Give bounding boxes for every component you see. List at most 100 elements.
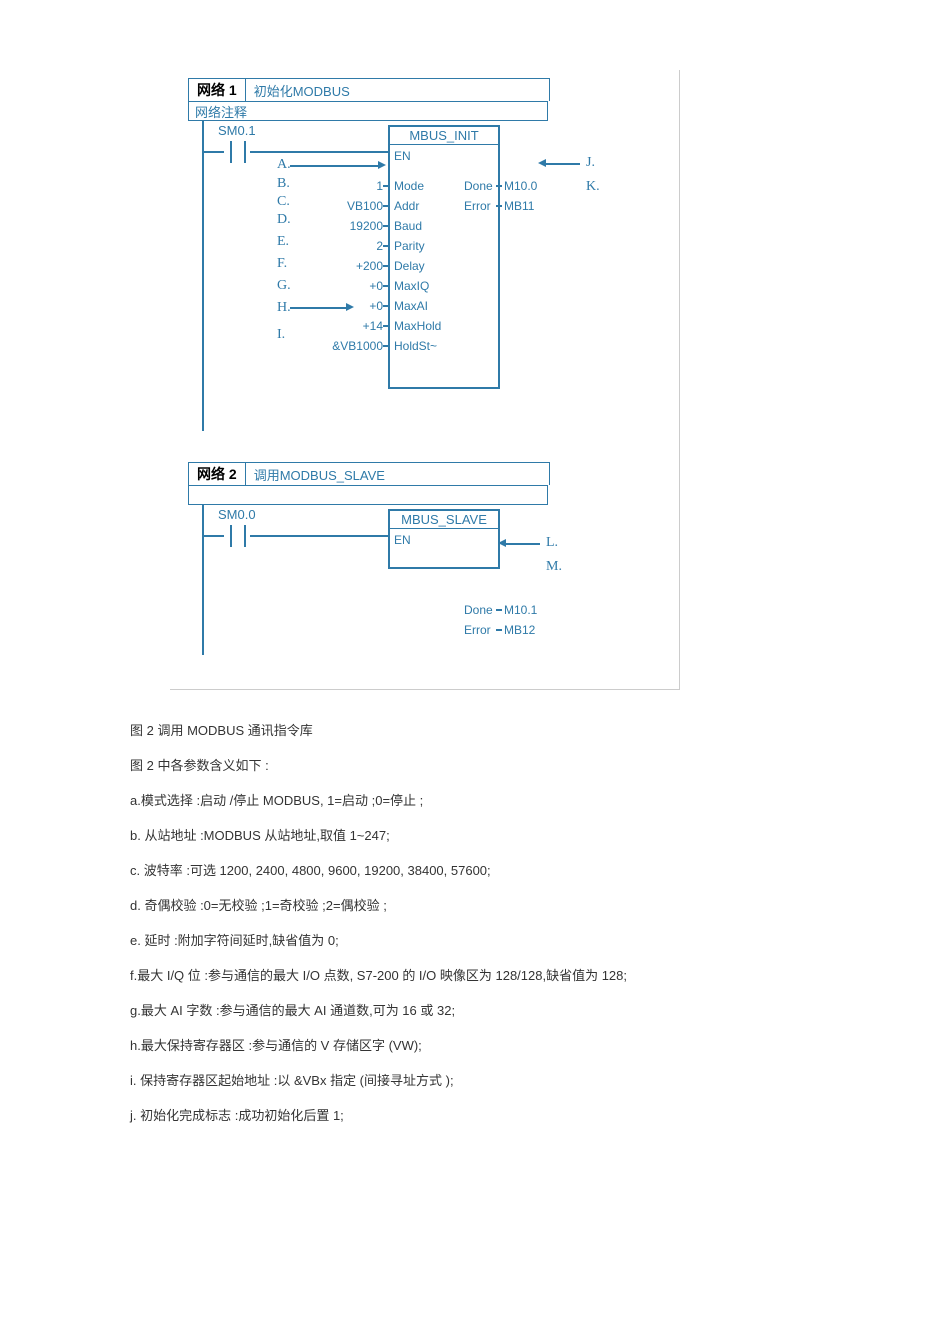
wire (202, 151, 224, 153)
contact-label: SM0.0 (218, 507, 256, 522)
line-5: c. 波特率 :可选 1200, 2400, 4800, 9600, 19200… (130, 860, 830, 879)
pin-error-val: MB11 (504, 199, 534, 213)
block-title: MBUS_SLAVE (390, 511, 498, 529)
letter-k: K. (586, 179, 600, 195)
network-1: 网络 1 初始化MODBUS 网络注释 SM0.1 MBUS_INIT EN A… (188, 78, 668, 431)
pin-val-maxhold: +14 (328, 319, 383, 333)
line-11: i. 保持寄存器区起始地址 :以 &VBx 指定 (间接寻址方式 ); (130, 1070, 830, 1089)
text-section: 图 2 调用 MODBUS 通讯指令库 图 2 中各参数含义如下 : a.模式选… (130, 720, 830, 1124)
network1-header: 网络 1 初始化MODBUS (188, 78, 550, 101)
contact-label: SM0.1 (218, 123, 256, 138)
arrow-head (378, 161, 386, 169)
network1-label: 网络 1 (189, 79, 246, 101)
tick (383, 325, 389, 327)
pin-addr: Addr (394, 199, 419, 213)
arrow (290, 165, 380, 167)
block-title: MBUS_INIT (390, 127, 498, 145)
pin-maxhold: MaxHold (394, 319, 441, 333)
pin-done2-val: M10.1 (504, 603, 537, 617)
tick (496, 185, 502, 187)
page: 网络 1 初始化MODBUS 网络注释 SM0.1 MBUS_INIT EN A… (0, 70, 950, 1124)
pin-done-val: M10.0 (504, 179, 537, 193)
line-12: j. 初始化完成标志 :成功初始化后置 1; (130, 1105, 830, 1124)
tick (383, 245, 389, 247)
letter-m: M. (546, 559, 562, 575)
tick (496, 629, 502, 631)
line-3: a.模式选择 :启动 /停止 MODBUS, 1=启动 ;0=停止 ; (130, 790, 830, 809)
arrow (546, 163, 580, 165)
pin-parity: Parity (394, 239, 425, 253)
tick (496, 205, 502, 207)
line-2: 图 2 中各参数含义如下 : (130, 755, 830, 774)
tick (383, 345, 389, 347)
wire (202, 535, 224, 537)
pin-en: EN (394, 533, 411, 547)
tick (496, 609, 502, 611)
line-7: e. 延时 :附加字符间延时,缺省值为 0; (130, 930, 830, 949)
pin-val-maxiq: +0 (328, 279, 383, 293)
pin-val-maxai: +0 (328, 299, 383, 313)
tick (383, 265, 389, 267)
network-2: 网络 2 调用MODBUS_SLAVE SM0.0 MBUS_SLAVE EN … (188, 462, 668, 655)
pin-val-mode: 1 (328, 179, 383, 193)
letter-d: D. (277, 212, 291, 228)
mbus-slave-block: MBUS_SLAVE EN (388, 509, 500, 569)
rail-2 (202, 505, 204, 655)
pin-holdst: HoldSt~ (394, 339, 437, 353)
ladder-diagram: 网络 1 初始化MODBUS 网络注释 SM0.1 MBUS_INIT EN A… (170, 70, 680, 690)
pin-val-parity: 2 (328, 239, 383, 253)
ladder1: SM0.1 MBUS_INIT EN A. B. C. D. E. F. G. … (188, 121, 668, 431)
pin-maxiq: MaxIQ (394, 279, 429, 293)
network2-comment (188, 485, 548, 505)
letter-a: A. (277, 157, 291, 173)
tick (383, 305, 389, 307)
caption: 图 2 调用 MODBUS 通讯指令库 (130, 720, 830, 739)
network1-comment: 网络注释 (188, 101, 548, 121)
letter-l: L. (546, 535, 558, 551)
line-8: f.最大 I/Q 位 :参与通信的最大 I/O 点数, S7-200 的 I/O… (130, 965, 830, 984)
letter-f: F. (277, 256, 287, 272)
arrow (506, 543, 540, 545)
letter-g: G. (277, 278, 291, 294)
line-9: g.最大 AI 字数 :参与通信的最大 AI 通道数,可为 16 或 32; (130, 1000, 830, 1019)
tick (383, 285, 389, 287)
pin-val-baud: 19200 (328, 219, 383, 233)
network1-title: 初始化MODBUS (246, 81, 358, 100)
pin-val-holdst: &VB1000 (318, 339, 383, 353)
tick (383, 225, 389, 227)
letter-j: J. (586, 155, 595, 171)
letter-b: B. (277, 176, 290, 192)
letter-i: I. (277, 327, 285, 343)
tick (383, 205, 389, 207)
pin-done: Done (464, 179, 493, 193)
pin-error2: Error (464, 623, 491, 637)
line-10: h.最大保持寄存器区 :参与通信的 V 存储区字 (VW); (130, 1035, 830, 1054)
letter-e: E. (277, 234, 289, 250)
contact-sm0.0 (224, 525, 252, 547)
pin-delay: Delay (394, 259, 425, 273)
wire (250, 535, 388, 537)
wire (250, 151, 388, 153)
pin-done2: Done (464, 603, 493, 617)
letter-h: H. (277, 300, 291, 316)
pin-mode: Mode (394, 179, 424, 193)
pin-error2-val: MB12 (504, 623, 535, 637)
arrow-head (538, 159, 546, 167)
arrow-head (498, 539, 506, 547)
pin-val-addr: VB100 (328, 199, 383, 213)
line-6: d. 奇偶校验 :0=无校验 ;1=奇校验 ;2=偶校验 ; (130, 895, 830, 914)
pin-baud: Baud (394, 219, 422, 233)
network2-label: 网络 2 (189, 463, 246, 485)
pin-error: Error (464, 199, 491, 213)
pin-maxai: MaxAI (394, 299, 428, 313)
letter-c: C. (277, 194, 290, 210)
contact-sm0.1 (224, 141, 252, 163)
line-4: b. 从站地址 :MODBUS 从站地址,取值 1~247; (130, 825, 830, 844)
pin-en: EN (394, 149, 411, 163)
ladder2: SM0.0 MBUS_SLAVE EN Done M10.1 Error MB1… (188, 505, 668, 655)
pin-val-delay: +200 (328, 259, 383, 273)
rail-1 (202, 121, 204, 431)
network2-title: 调用MODBUS_SLAVE (246, 465, 393, 484)
network2-header: 网络 2 调用MODBUS_SLAVE (188, 462, 550, 485)
tick (383, 185, 389, 187)
